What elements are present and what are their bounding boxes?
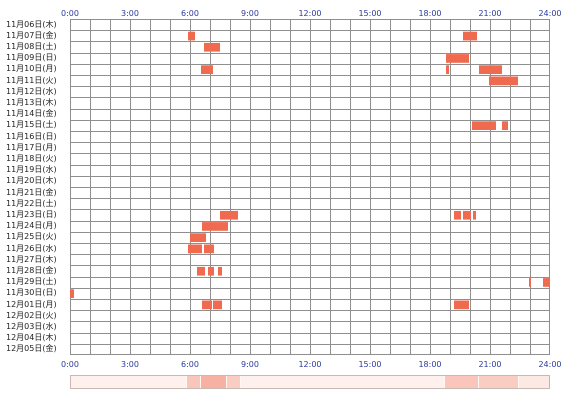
row-label: 11月20日(木) <box>6 176 57 186</box>
activity-segment <box>190 233 206 242</box>
row-label: 11月28日(金) <box>6 266 57 275</box>
activity-segment <box>446 65 449 74</box>
activity-segment <box>454 210 461 220</box>
strip-band <box>71 376 186 388</box>
x-tick-bottom-6: 18:00 <box>418 360 442 369</box>
activity-segment <box>197 266 205 276</box>
row-label: 11月24日(月) <box>6 221 57 231</box>
row-label: 11月29日(土) <box>6 277 57 287</box>
row-label: 11月07日(金) <box>6 30 57 40</box>
row-label: 11月19日(水) <box>6 165 57 175</box>
x-tick-top-4: 12:00 <box>298 9 322 18</box>
row-label: 11月18日(火) <box>6 154 57 163</box>
x-tick-top-0: 0:00 <box>61 9 79 18</box>
row-label: 11月23日(日) <box>6 210 57 219</box>
strip-band <box>445 376 478 388</box>
activity-segment <box>502 121 508 130</box>
x-tick-bottom-0: 0:00 <box>61 360 79 369</box>
activity-segment <box>463 31 477 41</box>
strip-band <box>187 376 200 388</box>
row-label: 11月08日(土) <box>6 42 57 51</box>
x-tick-bottom-7: 21:00 <box>478 360 502 369</box>
summary-strip <box>70 375 550 389</box>
x-tick-top-7: 21:00 <box>478 9 502 18</box>
row-label: 11月17日(月) <box>6 142 57 152</box>
strip-band <box>227 376 240 388</box>
row-label: 11月26日(水) <box>6 243 57 253</box>
x-tick-top-1: 3:00 <box>121 9 139 18</box>
activity-segment <box>204 42 220 52</box>
row-label: 11月16日(日) <box>6 131 57 141</box>
activity-segment <box>204 244 214 254</box>
x-tick-bottom-3: 9:00 <box>241 360 259 369</box>
x-tick-top-2: 6:00 <box>181 9 199 18</box>
x-tick-bottom-2: 6:00 <box>181 360 199 369</box>
activity-segment <box>213 300 222 310</box>
activity-segment <box>188 31 195 41</box>
activity-segment <box>454 300 469 310</box>
activity-segment <box>543 278 550 287</box>
row-label: 11月09日(日) <box>6 53 57 63</box>
activity-segment <box>220 210 238 220</box>
activity-segment <box>489 76 518 86</box>
activity-segment <box>201 65 213 74</box>
row-label: 11月22日(土) <box>6 198 57 208</box>
strip-border <box>70 375 550 389</box>
row-label: 12月05日(金) <box>6 344 57 354</box>
activity-segment <box>218 266 222 276</box>
row-label: 12月01日(月) <box>6 299 57 309</box>
activity-grid <box>70 19 550 355</box>
strip-band <box>241 376 444 388</box>
strip-band <box>479 376 518 388</box>
activity-segment <box>202 222 228 231</box>
activity-segment <box>202 300 212 310</box>
activity-segment <box>446 54 469 63</box>
row-label: 11月25日(火) <box>6 232 57 242</box>
row-label: 11月12日(水) <box>6 86 57 96</box>
row-label: 11月15日(土) <box>6 120 57 130</box>
activity-segment <box>473 210 476 220</box>
x-tick-bottom-4: 12:00 <box>298 360 322 369</box>
x-tick-top-5: 15:00 <box>358 9 382 18</box>
row-label: 11月21日(金) <box>6 187 57 197</box>
row-label: 11月30日(日) <box>6 288 57 298</box>
row-label: 11月10日(月) <box>6 64 57 74</box>
activity-segment <box>188 244 202 254</box>
x-tick-top-3: 9:00 <box>241 9 259 18</box>
activity-segment <box>479 65 502 74</box>
row-label: 11月14日(金) <box>6 109 57 119</box>
strip-band <box>519 376 550 388</box>
activity-segment <box>529 278 531 287</box>
strip-band <box>201 376 226 388</box>
x-tick-top-8: 24:00 <box>538 9 562 18</box>
row-label: 11月13日(木) <box>6 98 57 107</box>
row-label: 12月04日(木) <box>6 333 57 343</box>
x-tick-bottom-8: 24:00 <box>538 360 562 369</box>
row-label: 12月03日(水) <box>6 322 57 331</box>
activity-segment <box>208 266 214 276</box>
row-label: 11月11日(火) <box>6 75 57 85</box>
row-label: 11月27日(木) <box>6 254 57 264</box>
x-tick-top-6: 18:00 <box>418 9 442 18</box>
row-label: 11月06日(木) <box>6 19 57 29</box>
x-tick-bottom-1: 3:00 <box>121 360 139 369</box>
row-label: 12月02日(火) <box>6 310 57 320</box>
activity-segment <box>472 121 496 130</box>
x-tick-bottom-5: 15:00 <box>358 360 382 369</box>
activity-segment <box>70 289 74 298</box>
activity-segment <box>463 210 471 220</box>
